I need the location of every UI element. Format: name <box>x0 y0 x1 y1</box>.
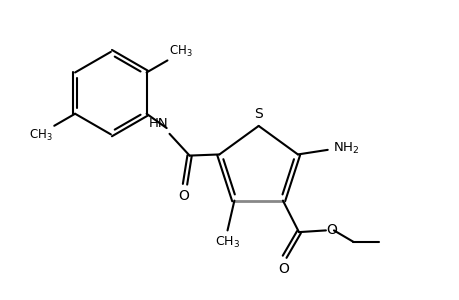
Text: CH$_3$: CH$_3$ <box>169 44 192 59</box>
Text: O: O <box>326 223 336 237</box>
Text: NH$_2$: NH$_2$ <box>333 141 359 156</box>
Text: O: O <box>277 262 288 276</box>
Text: S: S <box>254 107 263 121</box>
Text: CH$_3$: CH$_3$ <box>29 128 52 142</box>
Text: CH$_3$: CH$_3$ <box>214 235 240 250</box>
Text: HN: HN <box>148 117 168 130</box>
Text: O: O <box>178 189 189 203</box>
